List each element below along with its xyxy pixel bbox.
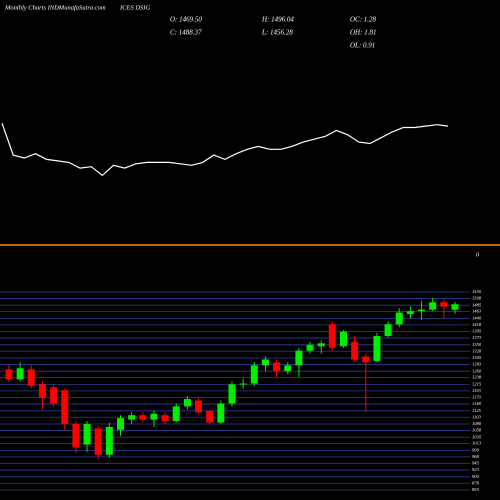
y-tick-label: 1193 — [472, 388, 482, 393]
stat: OC: 1.28 — [350, 16, 377, 24]
y-tick-label: 1058 — [472, 428, 482, 433]
candle-body — [128, 415, 136, 420]
candle-body — [72, 424, 80, 448]
candle-body — [139, 415, 147, 420]
candle-body — [406, 311, 414, 314]
y-tick-label: 1238 — [472, 375, 482, 380]
y-tick-label: 1418 — [472, 322, 482, 327]
y-tick-label: 855 — [472, 487, 480, 492]
candle-body — [117, 418, 124, 430]
candle-body — [50, 387, 58, 404]
y-tick-label: 1305 — [472, 355, 482, 360]
y-tick-label: 1350 — [472, 342, 482, 347]
y-tick-label: 1103 — [472, 414, 482, 419]
y-tick-label: 923 — [472, 467, 480, 472]
stat: H: 1496.04 — [261, 16, 294, 24]
indicator-line — [1, 123, 449, 177]
y-tick-label: 1013 — [472, 441, 482, 446]
y-tick-label: 1215 — [472, 381, 482, 386]
candle-body — [172, 406, 180, 422]
candle-body — [351, 341, 359, 360]
stat: OH: 1.81 — [350, 29, 376, 37]
candle-body — [83, 424, 91, 445]
y-tick-label: 1440 — [472, 315, 482, 320]
stat: C: 1488.37 — [170, 29, 202, 37]
y-tick-label: 900 — [472, 474, 480, 479]
candle-body — [61, 390, 69, 424]
y-tick-label: 1260 — [472, 368, 482, 373]
candle-body — [239, 383, 247, 385]
candle-body — [295, 350, 303, 366]
y-tick-label: 968 — [472, 454, 480, 459]
y-tick-label: 1508 — [472, 296, 482, 301]
candle-body — [183, 399, 191, 407]
candle-body — [340, 331, 347, 347]
y-tick-label: 1035 — [472, 434, 482, 439]
y-tick-label: 1328 — [472, 348, 482, 353]
candle-body — [195, 400, 203, 413]
candle-body — [261, 359, 269, 366]
y-tick-label: 1485 — [472, 302, 482, 307]
y-tick-label: 990 — [472, 447, 480, 452]
y-tick-label: 1125 — [472, 408, 482, 413]
candle-body — [94, 428, 102, 455]
candle-body — [429, 302, 437, 310]
candle-body — [161, 415, 169, 422]
candle-body — [250, 365, 258, 384]
y-tick-label: 1373 — [472, 335, 482, 340]
candle-body — [440, 302, 448, 307]
candle-body — [418, 309, 426, 312]
candle-body — [228, 384, 236, 404]
symbol: ICES DSIG — [119, 4, 150, 11]
candle-body — [373, 336, 381, 361]
y-tick-label: 1463 — [472, 309, 482, 314]
candle-body — [384, 324, 392, 336]
candle-body — [395, 312, 403, 325]
zero-label: 0 — [476, 252, 479, 258]
y-tick-label: 1283 — [472, 362, 482, 367]
y-tick-label: 1395 — [472, 329, 482, 334]
candle-body — [451, 304, 459, 310]
y-tick-label: 945 — [472, 461, 480, 466]
candle-body — [38, 384, 46, 398]
candle-body — [206, 410, 214, 423]
y-tick-label: 1170 — [472, 395, 482, 400]
candle-body — [217, 403, 225, 423]
candle-body — [150, 413, 158, 420]
stat: L: 1456.28 — [261, 29, 293, 37]
candle-body — [284, 365, 292, 372]
candle-body — [306, 344, 314, 351]
candle-body — [362, 356, 370, 363]
y-tick-label: 1530 — [472, 289, 482, 294]
stat: O: 1469.50 — [170, 16, 202, 24]
candle-body — [16, 368, 24, 380]
y-tick-label: 1148 — [472, 401, 482, 406]
candle-body — [328, 324, 336, 348]
candle-body — [5, 369, 13, 380]
stat: OL: 0.91 — [350, 42, 375, 50]
candle-body — [273, 362, 281, 372]
site-title: Monthly Charts INDMunafaSutra.com — [4, 4, 106, 11]
y-tick-label: 878 — [472, 480, 480, 485]
candle-body — [105, 426, 113, 455]
y-tick-label: 1080 — [472, 421, 482, 426]
candle-body — [317, 343, 325, 347]
candle-body — [27, 369, 35, 386]
